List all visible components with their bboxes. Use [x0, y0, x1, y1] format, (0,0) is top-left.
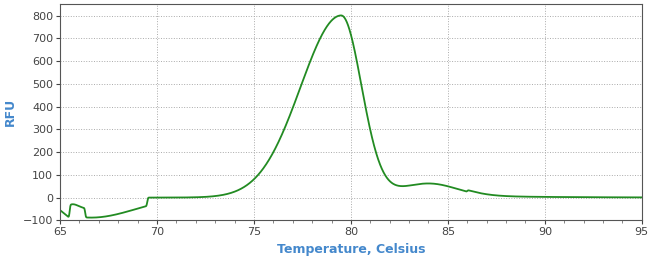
X-axis label: Temperature, Celsius: Temperature, Celsius	[277, 243, 425, 256]
Y-axis label: RFU: RFU	[4, 98, 17, 126]
